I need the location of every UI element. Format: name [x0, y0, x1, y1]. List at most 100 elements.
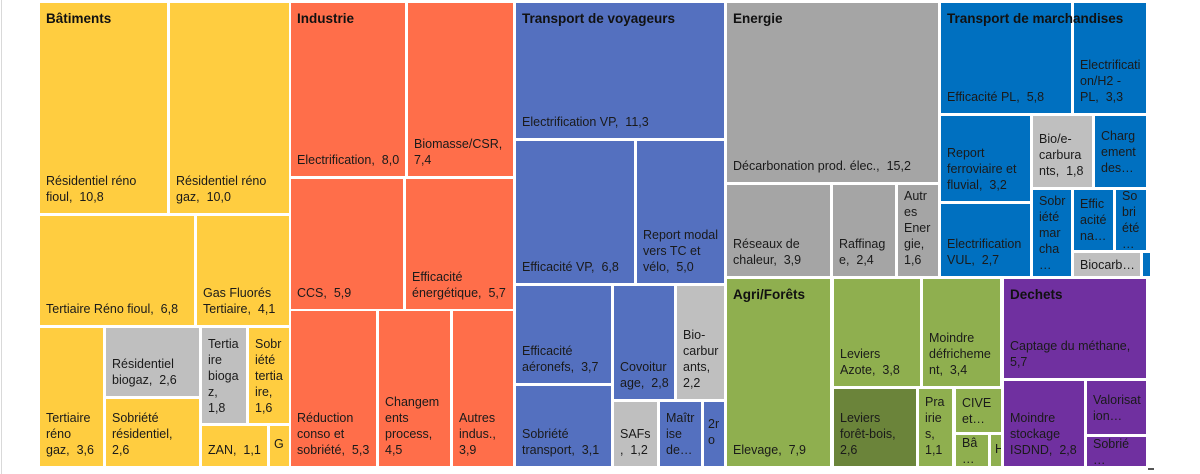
tile-value: 2,4 — [856, 253, 874, 267]
tile-value: 1,8 — [1066, 164, 1084, 178]
group-header-energie: Energie — [733, 11, 783, 26]
treemap-tile-autres-indus: Autres indus., 3,9 — [453, 311, 513, 466]
treemap-tile-g: G — [270, 426, 289, 466]
tile-label: Efficacité VP, 6,8 — [522, 260, 619, 274]
treemap-tile-efficacite-aeronefs: Efficacité aéronefs, 3,7 — [516, 286, 611, 383]
tile-label: Décarbonation prod. élec., 15,2 — [733, 159, 911, 173]
tile-value: 5,7 — [488, 286, 506, 300]
treemap-tile-ba: Bâ… — [956, 435, 988, 466]
treemap-tile-report-ferroviaire-et-fluvial: Report ferroviaire et fluvial, 3,2 — [941, 116, 1030, 201]
tile-label: Tertiaire réno gaz, 3,6 — [46, 411, 94, 457]
tile-value: 3,4 — [949, 363, 968, 377]
treemap-tile-unnamed — [1143, 253, 1150, 276]
tile-label: Covoiturage, 2,8 — [620, 360, 669, 390]
treemap-tile-ccs: CCS, 5,9 — [291, 179, 403, 309]
treemap-tile-efficacite-na: Efficacité na… — [1074, 190, 1113, 250]
tile-label: Biomasse/CSR, 7,4 — [414, 137, 510, 167]
tile-value: 3,9 — [459, 443, 477, 457]
tick-mark — [1148, 468, 1154, 470]
treemap-tile-leviers-azote: Leviers Azote, 3,8 — [834, 279, 920, 386]
treemap-tile-chargement-des: Chargement des… — [1095, 116, 1146, 187]
treemap-tile-sobriete-residentiel: Sobriété résidentiel, 2,6 — [106, 399, 199, 466]
treemap-tile-electrification-vp: Electrification VP, 11,3 — [516, 3, 724, 138]
tile-value: 3,7 — [581, 360, 599, 374]
group-header-dechets: Dechets — [1010, 287, 1063, 302]
tile-label: Efficacité PL, 5,8 — [947, 90, 1045, 104]
tile-value: 8,0 — [381, 153, 400, 167]
tile-value: 4,5 — [385, 443, 403, 457]
treemap-tile-residentiel-reno-fioul: Résidentiel réno fioul, 10,8 — [40, 3, 167, 213]
tile-label: Moindre défrichement, 3,4 — [929, 331, 991, 377]
tile-label: Bio/e-carburants, 1,8 — [1039, 132, 1084, 178]
tile-value: 5,9 — [333, 286, 352, 300]
tile-label: G — [274, 437, 284, 451]
treemap-tile-electrification: Electrification, 8,0 — [291, 3, 405, 176]
tile-value: 3,2 — [989, 178, 1007, 192]
treemap-tile-gas-fluores-tertiaire: Gas Fluorés Tertiaire, 4,1 — [197, 216, 289, 325]
tile-label: Changements process, 4,5 — [385, 395, 440, 457]
tile-label: Gas Fluorés Tertiaire, 4,1 — [203, 286, 276, 316]
tile-value: 15,2 — [886, 159, 911, 173]
treemap-tile-bio-carburants: Bio-carburants, 2,2 — [677, 286, 724, 399]
tile-value: 1,8 — [208, 400, 226, 415]
left-border — [1, 0, 2, 474]
tile-label: Sobriété transport, 3,1 — [522, 427, 600, 457]
tile-label: SAFs, 1,2 — [620, 427, 651, 457]
tile-value: 2,6 — [159, 373, 177, 387]
tile-value: 5,0 — [676, 260, 694, 274]
tile-label: Moindre stockage ISDND, 2,8 — [1010, 411, 1077, 457]
tile-label: Leviers forêt-bois, 2,6 — [840, 411, 903, 457]
tile-label: Sobriété… — [1122, 190, 1140, 250]
tile-value: 1,2 — [630, 443, 648, 457]
treemap-tile-covoiturage: Covoiturage, 2,8 — [614, 286, 674, 399]
treemap-tile-sobriete-transport: Sobriété transport, 3,1 — [516, 386, 611, 466]
tile-value: 3,3 — [1105, 90, 1124, 104]
tile-value: 1,6 — [904, 253, 922, 267]
group-header-batiments: Bâtiments — [46, 11, 112, 26]
group-header-transport-de-marchandises: Transport de marchandises — [947, 11, 1124, 26]
treemap-tile-zan: ZAN, 1,1 — [202, 426, 267, 466]
tile-value: 6,8 — [160, 302, 179, 316]
treemap-tile-sobriete-tertiaire: Sobriété tertiaire, 1,6 — [249, 328, 289, 423]
tile-label: Prairies, 1,1 — [925, 395, 945, 457]
tile-value: 7,9 — [788, 443, 806, 457]
treemap-tile-efficacite-vp: Efficacité VP, 6,8 — [516, 141, 634, 283]
treemap-tile-valorisation: Valorisation… — [1087, 381, 1146, 434]
tile-label: Efficacité énergétique, 5,7 — [412, 270, 506, 300]
tile-label: Bio-carburants, 2,2 — [683, 328, 719, 390]
treemap-tile-raffinage: Raffinage, 2,4 — [833, 185, 895, 276]
tile-label: Leviers Azote, 3,8 — [840, 347, 900, 377]
treemap-tile-tertiaire-reno-gaz: Tertiaire réno gaz, 3,6 — [40, 328, 103, 466]
tile-value: 2,7 — [981, 253, 1000, 267]
tile-value: 5,8 — [1026, 90, 1045, 104]
tile-label: 2ro — [708, 417, 720, 447]
tile-label: Sobriété résidentiel, 2,6 — [112, 411, 180, 457]
treemap-tile-h: H — [991, 435, 1001, 466]
treemap-tile-reduction-conso-et-sobriete: Réduction conso et sobriété, 5,3 — [291, 311, 376, 466]
treemap-tile-residentiel-biogaz: Résidentiel biogaz, 2,6 — [106, 328, 199, 396]
treemap-tile-captage-du-methane: Captage du méthane, 5,7 — [1004, 279, 1146, 378]
tile-label: Sobriété tertiaire, 1,6 — [255, 336, 283, 415]
tile-label: Report modal vers TC et vélo, 5,0 — [643, 228, 722, 274]
treemap-tile-moindre-defrichement: Moindre défrichement, 3,4 — [923, 279, 1000, 386]
tile-value: 3,1 — [581, 443, 600, 457]
tile-label: Réseaux de chaleur, 3,9 — [733, 237, 804, 267]
treemap-tile-autres-energie: Autres Energie, 1,6 — [898, 185, 938, 276]
tile-label: Tertiaire biogaz, 1,8 — [208, 336, 239, 415]
treemap-tile-reseaux-de-chaleur: Réseaux de chaleur, 3,9 — [727, 185, 830, 276]
treemap-tile-electrification-vul: Electrification VUL, 2,7 — [941, 204, 1030, 276]
tile-label: Maîtrise de… — [666, 411, 695, 457]
tile-value: 1,1 — [243, 443, 261, 457]
group-header-industrie: Industrie — [297, 11, 355, 26]
tile-value: 3,9 — [783, 253, 802, 267]
tile-label: Efficacité aéronefs, 3,7 — [522, 344, 599, 374]
treemap-tile-prairies: Prairies, 1,1 — [919, 389, 952, 466]
tile-label: Electrification VUL, 2,7 — [947, 237, 1025, 267]
treemap-tile-elevage: Elevage, 7,9 — [727, 279, 830, 466]
tile-label: Résidentiel biogaz, 2,6 — [112, 357, 178, 387]
tile-label: Report ferroviaire et fluvial, 3,2 — [947, 146, 1020, 192]
group-header-transport-de-voyageurs: Transport de voyageurs — [522, 11, 676, 26]
treemap-tile-sobriete-marcha: Sobriété marcha… — [1033, 190, 1071, 276]
tile-value: 4,1 — [257, 302, 276, 316]
